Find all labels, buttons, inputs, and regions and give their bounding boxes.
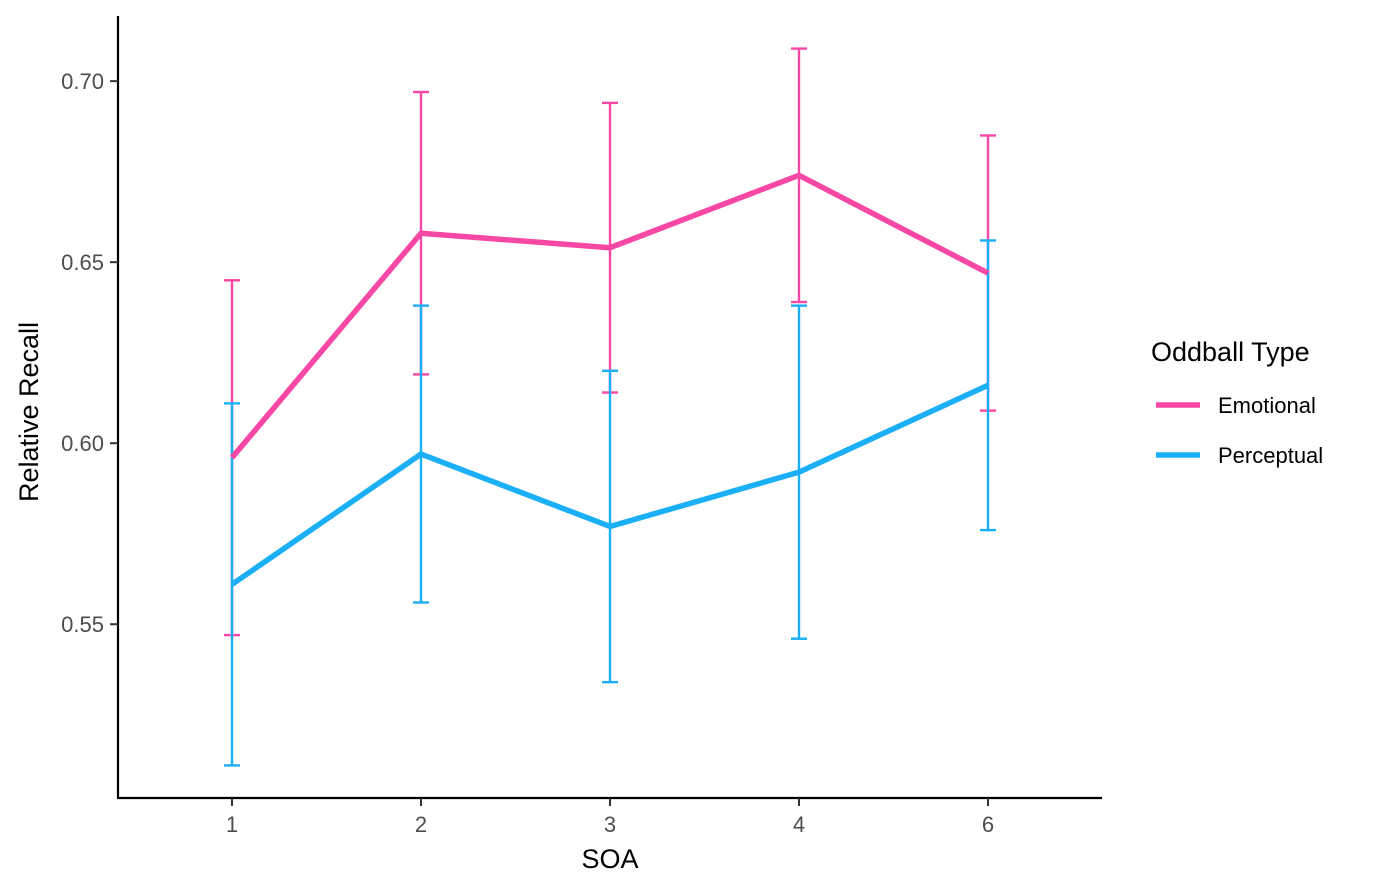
series-lines xyxy=(229,172,990,587)
x-tick-label: 1 xyxy=(226,812,238,837)
axes: 0.55 0.60 0.65 0.70 1 2 3 4 6 xyxy=(61,16,1102,837)
legend-label-emotional: Emotional xyxy=(1218,393,1316,418)
legend-label-perceptual: Perceptual xyxy=(1218,443,1323,468)
x-axis-title: SOA xyxy=(581,844,638,874)
y-ticks: 0.55 0.60 0.65 0.70 xyxy=(61,69,118,637)
y-tick-label: 0.65 xyxy=(61,250,104,275)
x-tick-label: 3 xyxy=(604,812,616,837)
legend-title: Oddball Type xyxy=(1151,337,1310,367)
x-tick-label: 2 xyxy=(415,812,427,837)
y-tick-label: 0.60 xyxy=(61,431,104,456)
x-ticks: 1 2 3 4 6 xyxy=(226,798,994,837)
legend: Oddball Type Emotional Perceptual xyxy=(1151,337,1323,468)
legend-items: Emotional Perceptual xyxy=(1156,393,1323,468)
x-tick-label: 6 xyxy=(982,812,994,837)
y-tick-label: 0.70 xyxy=(61,69,104,94)
error-bars xyxy=(224,47,996,767)
y-axis-title: Relative Recall xyxy=(14,322,44,502)
x-tick-label: 4 xyxy=(793,812,805,837)
series-line-perceptual xyxy=(230,382,990,587)
series-line-emotional xyxy=(229,172,990,460)
y-tick-label: 0.55 xyxy=(61,612,104,637)
